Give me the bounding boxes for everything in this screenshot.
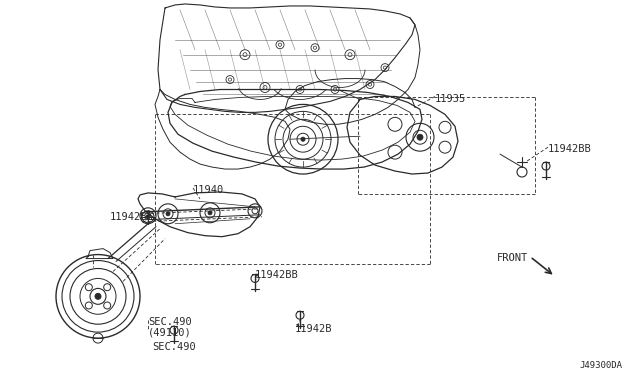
Text: FRONT: FRONT — [497, 253, 528, 263]
Text: 11942BB: 11942BB — [548, 144, 592, 154]
Circle shape — [301, 137, 305, 141]
Text: (49110): (49110) — [148, 327, 192, 337]
Text: SEC.490: SEC.490 — [148, 317, 192, 327]
Text: J49300DA: J49300DA — [579, 361, 622, 370]
Circle shape — [208, 211, 212, 215]
Circle shape — [146, 215, 150, 219]
Text: 11935: 11935 — [435, 94, 467, 105]
Text: SEC.490: SEC.490 — [152, 342, 196, 352]
Text: 11942BA: 11942BA — [110, 212, 154, 222]
Circle shape — [417, 134, 423, 140]
Text: 11942B: 11942B — [295, 324, 333, 334]
Text: 11942BB: 11942BB — [255, 270, 299, 280]
Circle shape — [166, 212, 170, 216]
Text: 11940: 11940 — [193, 185, 224, 195]
Circle shape — [95, 294, 101, 299]
